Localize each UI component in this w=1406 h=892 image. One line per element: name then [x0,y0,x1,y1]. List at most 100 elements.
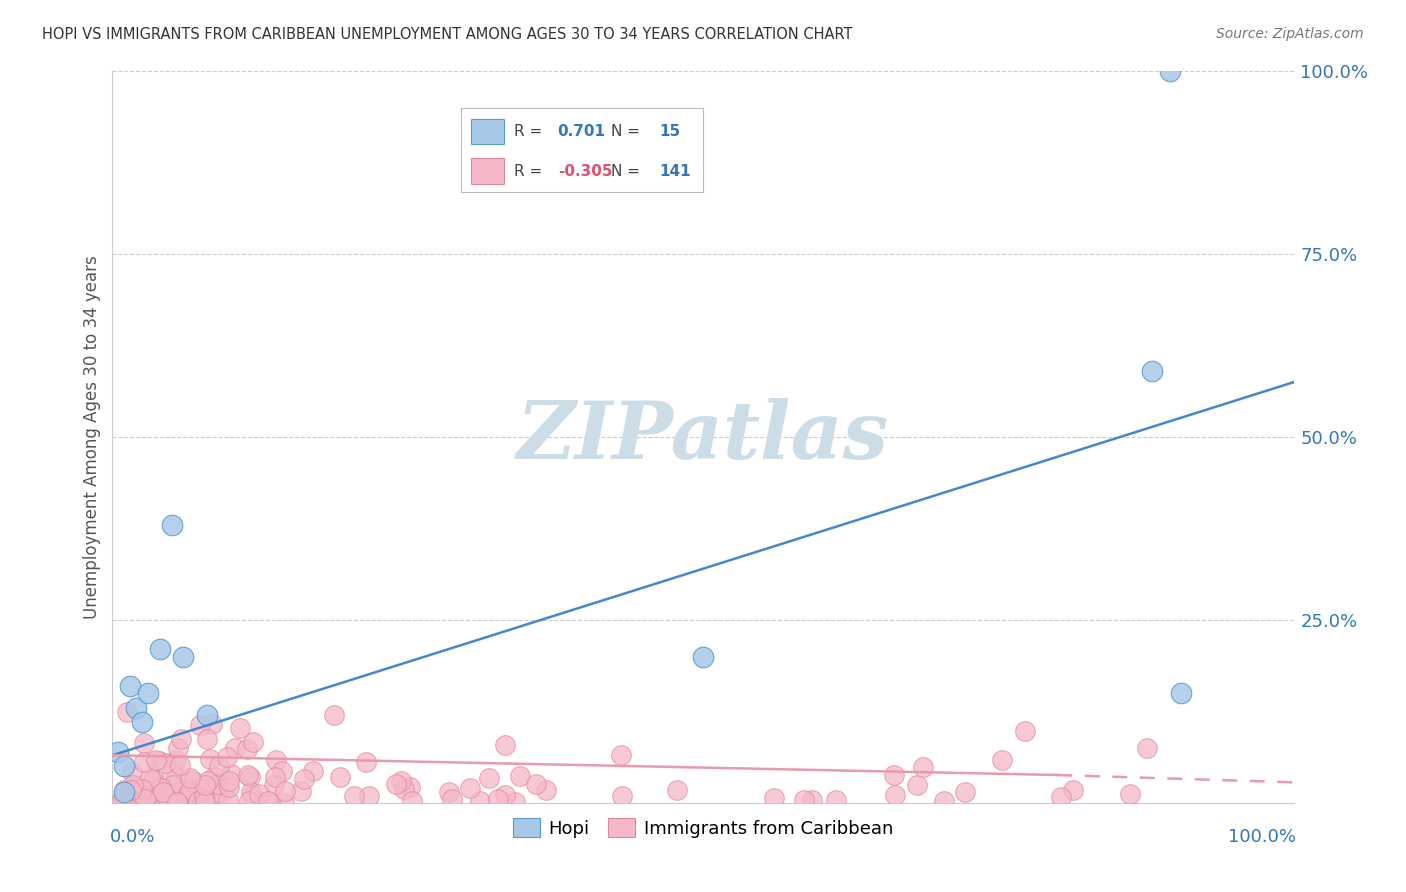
Point [207,777,229,791]
Point [120,783,142,797]
Point [138,787,160,801]
Point [354,756,377,770]
Point [148,755,170,769]
Point [240,785,263,799]
Point [179,772,201,786]
Point [167,740,190,755]
Point [247,788,270,802]
Point [1140,364,1163,378]
Point [184,794,207,808]
Point [165,753,187,767]
Point [665,783,688,797]
Point [149,781,172,796]
Point [263,778,285,792]
Point [112,789,135,804]
Point [121,765,143,780]
Point [148,789,170,804]
Point [1118,787,1140,801]
Point [134,791,156,805]
Point [401,794,423,808]
Point [494,788,516,802]
Text: 100.0%: 100.0% [1227,829,1296,847]
Point [160,517,183,532]
Point [166,785,188,799]
Point [912,759,935,773]
Point [141,794,163,808]
Point [136,686,159,700]
Point [115,795,138,809]
Point [110,794,132,808]
Point [763,790,786,805]
Point [399,780,422,794]
Point [155,791,177,805]
Point [610,747,633,762]
Point [134,794,156,808]
Point [143,789,166,803]
Point [264,753,287,767]
Point [197,732,219,747]
Point [236,742,259,756]
Point [120,679,142,693]
Legend: Hopi, Immigrants from Caribbean: Hopi, Immigrants from Caribbean [505,811,901,845]
Point [292,772,315,786]
Point [204,787,226,801]
Point [141,794,163,808]
Point [181,773,204,788]
Point [107,745,129,759]
Point [165,771,187,785]
Point [211,787,233,801]
Point [478,771,501,785]
Point [129,787,152,801]
Point [1170,686,1192,700]
Point [142,773,165,788]
Point [509,769,531,783]
Point [264,770,287,784]
Point [112,759,135,773]
Point [162,778,184,792]
Point [236,768,259,782]
Point [170,731,193,746]
Point [150,780,173,795]
Point [1159,64,1181,78]
Point [195,708,218,723]
Point [389,773,412,788]
Point [990,753,1012,767]
Point [224,741,246,756]
Point [194,795,217,809]
Text: HOPI VS IMMIGRANTS FROM CARIBBEAN UNEMPLOYMENT AMONG AGES 30 TO 34 YEARS CORRELA: HOPI VS IMMIGRANTS FROM CARIBBEAN UNEMPL… [42,27,852,42]
Point [197,774,219,789]
Point [824,793,846,807]
Point [503,795,526,809]
Point [166,796,188,810]
Point [394,782,416,797]
Point [494,739,516,753]
Point [166,789,188,803]
Point [257,794,280,808]
Point [194,778,217,792]
Point [115,705,138,719]
Point [177,794,200,808]
Point [290,784,312,798]
Point [905,778,928,792]
Point [198,752,221,766]
Point [460,781,482,796]
Point [132,756,155,770]
Point [1014,724,1036,739]
Point [169,793,191,807]
Point [259,795,281,809]
Point [328,770,350,784]
Text: 0.0%: 0.0% [110,829,156,847]
Point [441,792,464,806]
Point [384,776,406,790]
Point [162,767,184,781]
Point [204,794,226,808]
Point [176,794,198,808]
Point [145,754,167,768]
Point [142,775,165,789]
Point [169,757,191,772]
Point [357,789,380,804]
Point [153,756,176,770]
Point [122,780,145,795]
Point [1062,782,1084,797]
Point [218,780,240,794]
